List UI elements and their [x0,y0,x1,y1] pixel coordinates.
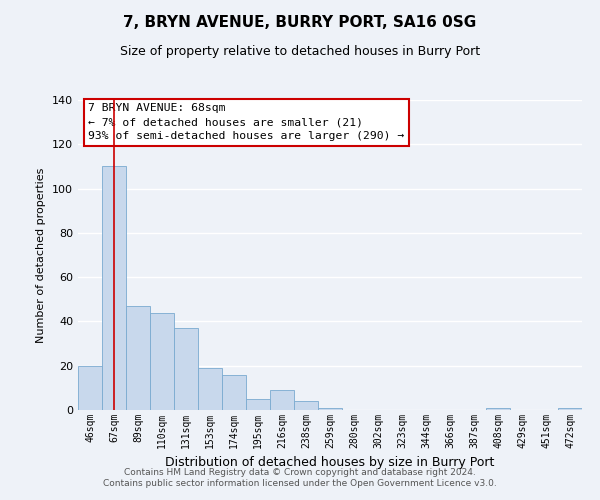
Bar [78,366,102,410]
Bar [246,399,270,410]
Bar [318,408,342,410]
Bar [558,408,582,410]
Bar [102,166,126,410]
Text: 7, BRYN AVENUE, BURRY PORT, SA16 0SG: 7, BRYN AVENUE, BURRY PORT, SA16 0SG [124,15,476,30]
X-axis label: Distribution of detached houses by size in Burry Port: Distribution of detached houses by size … [166,456,494,469]
Bar [126,306,150,410]
Bar [294,401,318,410]
Bar [222,374,246,410]
Text: Contains HM Land Registry data © Crown copyright and database right 2024.
Contai: Contains HM Land Registry data © Crown c… [103,468,497,487]
Text: 7 BRYN AVENUE: 68sqm
← 7% of detached houses are smaller (21)
93% of semi-detach: 7 BRYN AVENUE: 68sqm ← 7% of detached ho… [88,103,404,141]
Bar [198,368,222,410]
Bar [150,312,174,410]
Bar [270,390,294,410]
Bar [486,408,510,410]
Y-axis label: Number of detached properties: Number of detached properties [37,168,46,342]
Text: Size of property relative to detached houses in Burry Port: Size of property relative to detached ho… [120,45,480,58]
Bar [174,328,198,410]
